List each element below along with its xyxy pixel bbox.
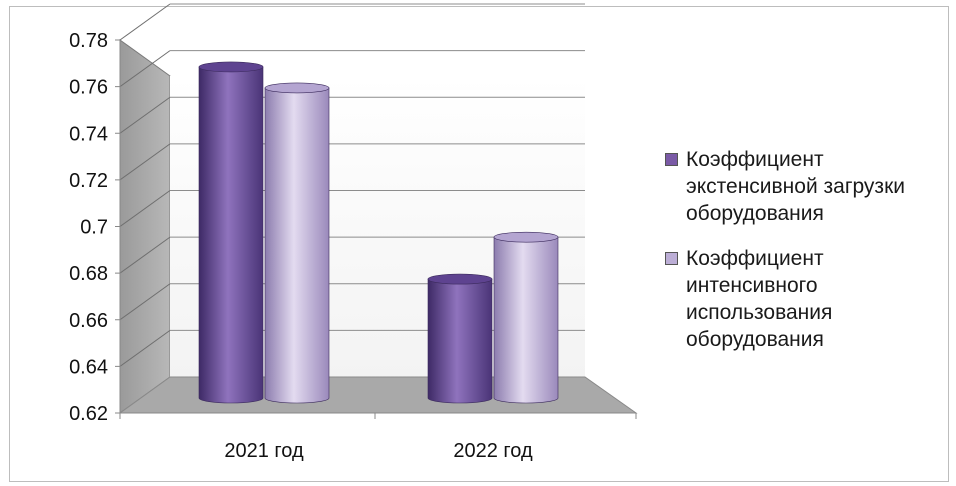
x-tick-label: 2022 год [453,440,533,462]
bar-cap-1-1 [198,61,264,73]
bar-1-2 [427,278,493,404]
legend-swatch-series-2 [665,252,678,265]
bar-cap-2-2 [493,231,559,243]
chart-side-wall [119,39,171,414]
legend-label-series-2: Коэффициент интенсивного использования о… [686,247,833,351]
legend-label-series-1: Коэффициент экстенсивной загрузки оборуд… [686,148,905,225]
y-tick-label: 0.66 [69,310,108,332]
gridline-side [119,50,171,88]
bar-2-1 [264,87,330,404]
chart-floor [118,376,638,414]
y-tick-label: 0.78 [69,30,108,52]
gridline-side [119,329,171,367]
bar-1-1 [198,66,264,404]
gridline-side [119,96,171,134]
bar-2-2 [493,236,559,404]
y-tick-label: 0.74 [69,123,108,145]
bar-cap-1-2 [427,273,493,285]
legend-item-series-1: Коэффициент экстенсивной загрузки оборуд… [664,146,954,227]
gridline-side [119,143,171,181]
gridline-side [119,236,171,274]
x-tick-label: 2021 год [224,440,304,462]
gridline-side [119,3,171,41]
legend-item-series-2: Коэффициент интенсивного использования о… [664,245,954,353]
y-tick-label: 0.62 [69,403,108,425]
chart-legend: Коэффициент экстенсивной загрузки оборуд… [664,146,954,371]
gridline-side [119,190,171,227]
y-tick-label: 0.64 [69,356,108,378]
y-tick-label: 0.7 [80,217,108,239]
gridline-side [119,283,171,321]
y-tick-label: 0.68 [69,263,108,285]
y-tick-label: 0.72 [69,170,108,192]
y-tick-label: 0.76 [69,77,108,99]
bar-cap-2-1 [264,82,330,94]
legend-swatch-series-1 [665,153,678,166]
